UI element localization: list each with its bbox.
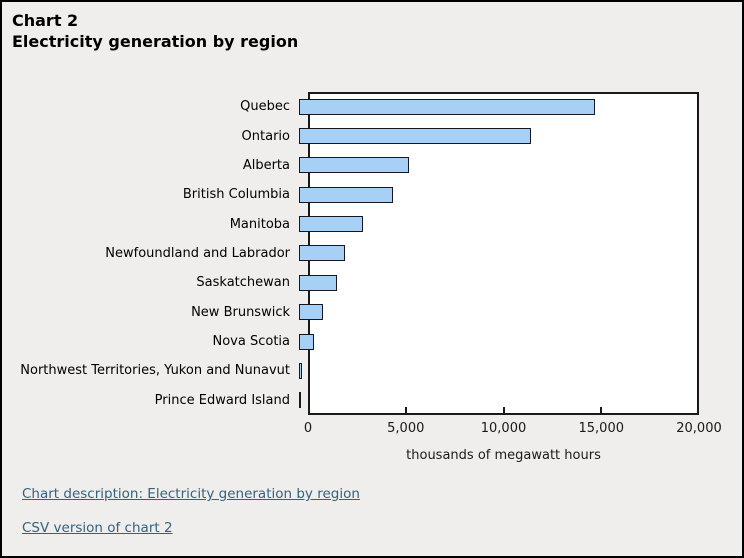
x-axis-title: thousands of megawatt hours bbox=[406, 448, 601, 463]
bar bbox=[299, 157, 409, 174]
chart-row: Ontario bbox=[2, 122, 699, 151]
bar bbox=[299, 128, 531, 145]
chart-row: Prince Edward Island bbox=[2, 386, 699, 415]
bar-track bbox=[299, 392, 699, 409]
bar bbox=[299, 362, 303, 379]
category-label: Prince Edward Island bbox=[154, 392, 290, 408]
chart-row: Quebec bbox=[2, 92, 699, 121]
chart-description-link[interactable]: Chart description: Electricity generatio… bbox=[22, 486, 360, 502]
chart-number: Chart 2 bbox=[12, 11, 79, 30]
x-axis-tick-labels: 0 5,000 10,000 15,000 20,000 bbox=[304, 421, 722, 437]
bar-track bbox=[299, 274, 699, 291]
category-label: Ontario bbox=[241, 128, 290, 144]
bar-track bbox=[299, 186, 699, 203]
category-label: Nova Scotia bbox=[212, 334, 291, 350]
chart-row: British Columbia bbox=[2, 180, 699, 209]
x-tick-label: 20,000 bbox=[676, 421, 722, 436]
chart-rows: Quebec Ontario Alberta British Columbia Mani… bbox=[2, 92, 699, 415]
chart-row: Manitoba bbox=[2, 210, 699, 239]
chart-row: Nova Scotia bbox=[2, 327, 699, 356]
x-tick-label: 15,000 bbox=[578, 421, 625, 436]
category-label: Saskatchewan bbox=[196, 275, 290, 291]
bar-track bbox=[299, 157, 699, 174]
chart-title: Electricity generation by region bbox=[12, 32, 299, 51]
plot-area bbox=[308, 92, 699, 415]
bar bbox=[299, 186, 393, 203]
bar-track bbox=[299, 333, 699, 350]
bar bbox=[299, 274, 337, 291]
category-label: Newfoundland and Labrador bbox=[105, 245, 290, 261]
category-label: Alberta bbox=[242, 157, 290, 173]
category-label: British Columbia bbox=[182, 187, 290, 203]
x-tick-label: 0 bbox=[303, 421, 313, 436]
chart-row: New Brunswick bbox=[2, 298, 699, 327]
bar-track bbox=[299, 304, 699, 321]
bar-track bbox=[299, 362, 699, 379]
csv-version-link[interactable]: CSV version of chart 2 bbox=[22, 520, 173, 536]
bar bbox=[299, 392, 301, 409]
bar bbox=[299, 216, 363, 233]
bar bbox=[299, 98, 595, 115]
chart-row: Saskatchewan bbox=[2, 268, 699, 297]
bar bbox=[299, 304, 323, 321]
bar-track bbox=[299, 98, 699, 115]
chart-row: Northwest Territories, Yukon and Nunavut bbox=[2, 356, 699, 385]
bar-track bbox=[299, 245, 699, 262]
x-tick-label: 5,000 bbox=[387, 421, 425, 436]
chart-row: Alberta bbox=[2, 151, 699, 180]
category-label: Quebec bbox=[240, 99, 290, 115]
bar bbox=[299, 333, 314, 350]
bar bbox=[299, 245, 345, 262]
category-label: Northwest Territories, Yukon and Nunavut bbox=[20, 363, 290, 379]
chart-row: Newfoundland and Labrador bbox=[2, 239, 699, 268]
chart-title-block: Chart 2 Electricity generation by region bbox=[12, 10, 298, 52]
category-label: Manitoba bbox=[229, 216, 290, 232]
bar-track bbox=[299, 216, 699, 233]
x-tick-label: 10,000 bbox=[480, 421, 527, 436]
bar-track bbox=[299, 128, 699, 145]
category-label: New Brunswick bbox=[191, 304, 290, 320]
